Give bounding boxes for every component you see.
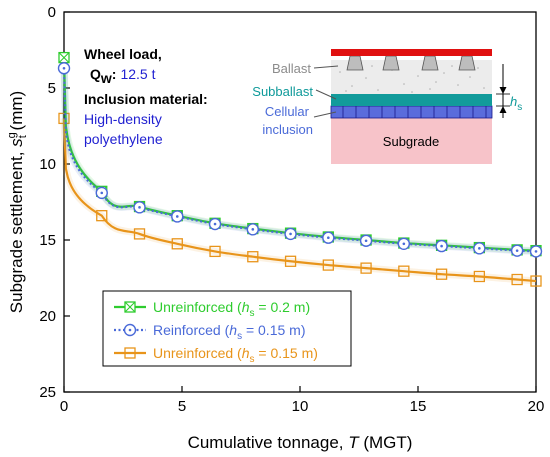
inclusion-material-label: Inclusion material: <box>84 91 208 107</box>
inclusion-material-line1: High-density <box>84 111 162 127</box>
data-point <box>58 112 70 125</box>
data-point-dot <box>289 232 292 236</box>
legend: Unreinforced (hs = 0.2 m) Reinforced (hs … <box>102 290 352 367</box>
label-cellular-2: inclusion <box>262 122 313 137</box>
data-point-dot <box>478 247 481 250</box>
data-point <box>171 238 183 250</box>
schematic-subgrade <box>331 118 492 164</box>
data-point <box>284 255 297 267</box>
data-point <box>473 270 486 283</box>
schematic-rail <box>331 49 492 56</box>
label-cellular-1: Cellular <box>265 104 310 119</box>
schematic-sleepers <box>346 55 476 71</box>
data-point-dot <box>402 242 406 246</box>
y-axis-title: Subgrade settlement, sgt (mm) <box>6 91 29 313</box>
track-schematic: Ballast Subballast Cellular inclusion Su… <box>252 49 522 164</box>
schematic-subballast <box>331 94 492 106</box>
x-tick-label: 20 <box>528 398 545 415</box>
data-point-dot <box>534 250 538 253</box>
legend-marker <box>124 347 136 359</box>
x-axis: 0 5 10 15 20 <box>60 386 545 415</box>
data-point-dot <box>364 239 368 243</box>
data-point <box>96 210 108 222</box>
x-tick-label: 5 <box>178 398 186 415</box>
hs-arrow-bottom <box>499 106 507 113</box>
x-tick-label: 15 <box>410 398 427 415</box>
label-subballast: Subballast <box>252 84 313 99</box>
legend-item: Unreinforced (hs = 0.15 m) <box>114 345 318 365</box>
data-point <box>530 275 542 287</box>
cellular-leader <box>313 111 337 118</box>
label-hs: hs <box>510 94 522 113</box>
data-point <box>247 251 259 263</box>
subballast-leader <box>315 89 337 100</box>
series-1 <box>57 62 543 258</box>
data-point <box>360 262 372 274</box>
y-tick-label: 5 <box>48 80 56 97</box>
data-point <box>511 273 523 286</box>
data-point-dot <box>213 222 217 226</box>
data-point-cross-b <box>58 52 70 63</box>
series-line <box>62 118 537 283</box>
data-point-dot <box>327 236 330 240</box>
y-tick-label: 20 <box>39 308 56 325</box>
load-annotation: Wheel load, Qw: 12.5 t Inclusion material… <box>84 46 208 147</box>
y-tick-label: 25 <box>39 384 56 401</box>
data-point-dot <box>100 191 104 195</box>
schematic-cellular-inclusion <box>330 105 493 119</box>
data-point <box>133 228 146 240</box>
data-point-dot <box>62 66 66 70</box>
schematic-ballast-texture <box>339 65 485 93</box>
y-tick-label: 15 <box>39 232 56 249</box>
data-point <box>435 268 448 280</box>
data-point-dot <box>251 228 255 231</box>
legend-item: Reinforced (hs = 0.15 m) <box>114 322 305 342</box>
series-2 <box>58 112 542 287</box>
data-point-dot <box>515 249 519 252</box>
hs-arrow-top <box>499 87 507 94</box>
wheel-load-label: Wheel load, <box>84 46 162 62</box>
data-point <box>209 245 221 258</box>
legend-marker-cross-b <box>124 301 136 313</box>
data-point-dot <box>175 215 179 218</box>
legend-marker-dot <box>128 328 132 332</box>
x-tick-label: 10 <box>292 398 309 415</box>
ballast-leader <box>313 65 339 69</box>
x-axis-title: Cumulative tonnage, T (MGT) <box>188 433 413 452</box>
data-point <box>322 259 334 271</box>
legend-label: Reinforced (hs = 0.15 m) <box>153 322 305 342</box>
data-point <box>398 265 410 277</box>
inclusion-material-line2: polyethylene <box>84 131 163 147</box>
legend-item: Unreinforced (hs = 0.2 m) <box>114 299 310 319</box>
y-axis: 0 5 10 15 20 25 <box>39 4 70 401</box>
y-tick-label: 10 <box>39 156 56 173</box>
data-point-dot <box>440 244 443 248</box>
legend-label: Unreinforced (hs = 0.2 m) <box>153 299 310 319</box>
label-ballast: Ballast <box>272 61 311 76</box>
x-tick-label: 0 <box>60 398 68 415</box>
legend-label: Unreinforced (hs = 0.15 m) <box>153 345 318 365</box>
y-tick-label: 0 <box>48 4 56 21</box>
schematic-cells <box>342 106 487 118</box>
wheel-load-value-line: Qw: 12.5 t <box>90 66 156 86</box>
series-layer <box>57 51 543 287</box>
label-subgrade: Subgrade <box>383 134 439 149</box>
data-point-dot <box>138 206 141 209</box>
